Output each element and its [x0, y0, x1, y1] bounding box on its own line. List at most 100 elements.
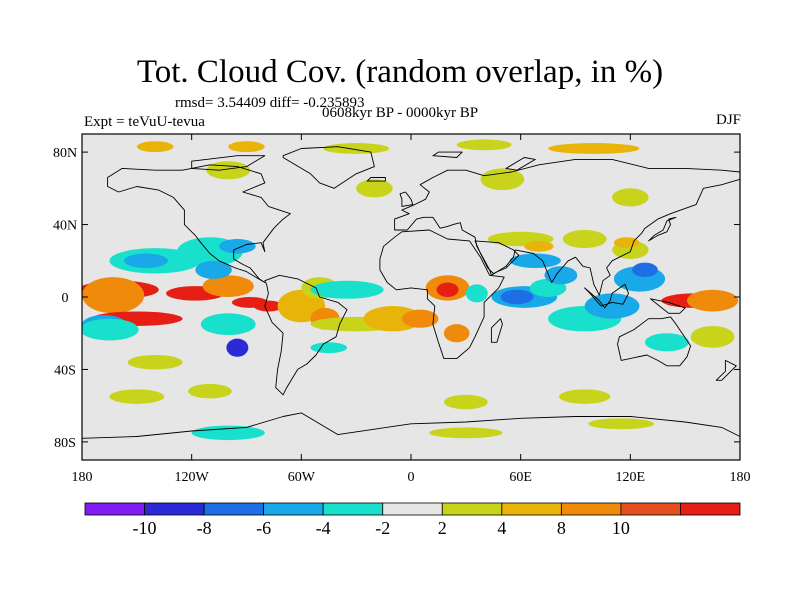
- coastline-africa: [379, 229, 505, 360]
- coastline-australia: [617, 316, 692, 367]
- map-area: [82, 134, 740, 460]
- anomaly-region-31: [509, 253, 561, 269]
- anomaly-region-4: [82, 318, 139, 341]
- x-tick-label-1: 120W: [175, 470, 210, 485]
- anomaly-region-39: [613, 237, 640, 249]
- anomaly-region-6: [202, 275, 254, 297]
- coastline-novaya-zemlya: [505, 157, 536, 171]
- y-tick-label-0: 80N: [53, 146, 77, 161]
- anomaly-region-20: [310, 280, 384, 299]
- x-axis: 180 120W 60W 0 60E 120E 180: [72, 134, 751, 485]
- x-tick-label-2: 60W: [288, 470, 316, 485]
- coastline-north-america: [107, 164, 291, 283]
- anomaly-region-26: [436, 282, 459, 297]
- colorbar-label-2: -6: [256, 518, 271, 538]
- anomaly-region-16: [127, 354, 183, 370]
- anomaly-region-42: [644, 333, 689, 352]
- colorbar-label-6: 4: [497, 518, 506, 538]
- coastline-uk: [399, 191, 414, 207]
- anomaly-region-41: [686, 289, 739, 312]
- anomaly-region-59: [559, 389, 611, 404]
- stats-text: rmsd= 3.54409 diff= -0.235893: [175, 95, 365, 111]
- anomaly-region-27: [443, 324, 470, 343]
- anomaly-region-58: [443, 394, 488, 410]
- y-axis: 80N 40N 0 40S 80S: [53, 146, 740, 451]
- colorbar-box-10: [680, 502, 741, 516]
- coastline-eurasia: [394, 158, 740, 296]
- anomaly-region-47: [136, 141, 174, 153]
- anomaly-region-49: [323, 143, 390, 154]
- anomaly-region-30: [500, 289, 534, 305]
- period-text: 0608kyr BP - 0000kyr BP: [322, 105, 479, 121]
- anomaly-region-37: [632, 262, 658, 278]
- anomaly-region-55: [612, 188, 649, 207]
- coastline-greenland-islands: [191, 155, 266, 171]
- coastline-new-zealand: [715, 359, 737, 381]
- anomaly-region-43: [690, 325, 735, 348]
- anomaly-region-15: [226, 338, 249, 357]
- y-tick-label-1: 40N: [53, 219, 77, 234]
- anomaly-region-46: [524, 240, 554, 252]
- colorbar-label-0: -10: [133, 518, 157, 538]
- colorbar-label-4: -2: [375, 518, 390, 538]
- anomaly-region-61: [429, 427, 503, 439]
- coastline-japan: [648, 216, 677, 242]
- x-tick-label-6: 180: [730, 470, 751, 485]
- anomaly-region-51: [548, 143, 640, 154]
- colorbar-label-5: 2: [438, 518, 447, 538]
- anomaly-region-14: [200, 313, 256, 336]
- anomaly-region-8: [253, 300, 284, 312]
- colorbar-label-7: 8: [557, 518, 566, 538]
- anomaly-region-44: [562, 229, 607, 249]
- anomaly-region-54: [480, 168, 525, 191]
- coastline-svalbard: [432, 151, 463, 158]
- colorbar-box-1: [144, 502, 205, 516]
- coastlines: [82, 146, 740, 460]
- anomaly-region-28: [465, 284, 488, 303]
- x-tick-label-0: 180: [72, 470, 93, 485]
- anomaly-region-57: [188, 383, 232, 399]
- colorbar-label-8: 10: [612, 518, 630, 538]
- coastline-antarctica: [82, 412, 740, 460]
- coastline-south-america: [264, 274, 348, 396]
- anomaly-region-10: [124, 253, 168, 269]
- anomaly-region-60: [191, 425, 265, 441]
- anomaly-region-53: [356, 179, 393, 198]
- anomaly-region-62: [588, 418, 655, 430]
- colorbar-box-5: [382, 502, 443, 516]
- anomaly-region-50: [456, 139, 512, 151]
- colorbar-box-7: [501, 502, 562, 516]
- colorbar: -10 -8 -6 -4 -2 2 4 8 10: [84, 502, 741, 538]
- x-tick-label-4: 60E: [509, 470, 532, 485]
- season-text: DJF: [715, 112, 741, 128]
- x-tick-label-5: 120E: [616, 470, 646, 485]
- anomaly-region-24: [401, 309, 439, 328]
- colorbar-box-4: [322, 502, 384, 516]
- anomaly-region-56: [109, 389, 165, 404]
- coastline-new-guinea: [649, 298, 686, 314]
- y-tick-label-4: 80S: [54, 436, 76, 451]
- anomaly-region-22: [310, 342, 348, 354]
- anomaly-region-13: [219, 239, 256, 254]
- coastline-iceland: [366, 177, 386, 182]
- colorbar-box-8: [560, 502, 622, 516]
- y-tick-label-2: 0: [62, 291, 69, 306]
- coastline-arabia: [474, 240, 520, 274]
- anomaly-region-48: [228, 141, 265, 153]
- colorbar-box-6: [441, 502, 503, 516]
- anomaly-region-33: [544, 266, 578, 285]
- anomaly-region-1: [82, 277, 145, 314]
- x-tick-label-3: 0: [408, 470, 415, 485]
- colorbar-box-3: [263, 502, 324, 516]
- colorbar-box-2: [203, 502, 265, 516]
- colorbar-label-1: -8: [197, 518, 212, 538]
- colorbar-label-3: -4: [316, 518, 331, 538]
- colorbar-box-9: [620, 502, 681, 516]
- coastline-madagascar: [490, 318, 503, 343]
- coastline-greenland: [282, 146, 375, 189]
- experiment-text: Expt = teVuU-tevua: [84, 114, 205, 130]
- anomaly-field: [82, 139, 739, 441]
- colorbar-box-0: [84, 502, 145, 516]
- y-tick-label-3: 40S: [54, 363, 76, 378]
